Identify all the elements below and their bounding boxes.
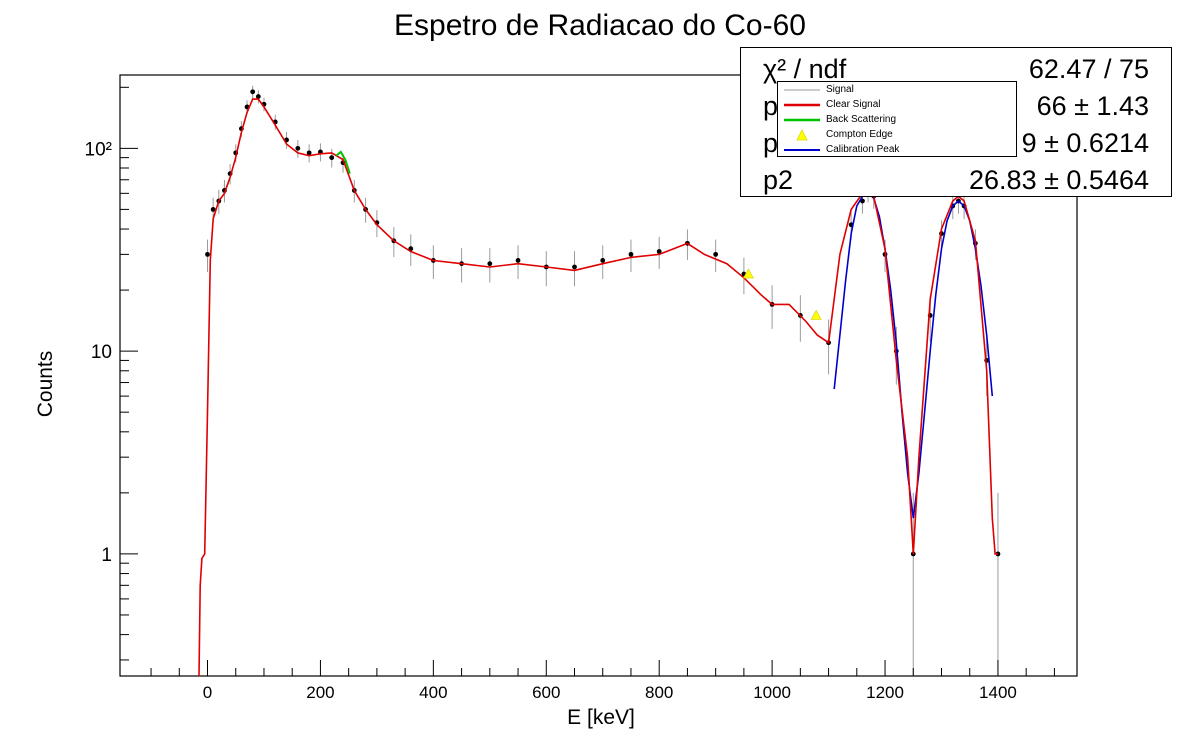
stat-value: 9 ± 0.6214: [1021, 128, 1149, 158]
stat-row-chi2: χ² / ndf 62.47 / 75: [763, 50, 1149, 88]
x-tick-label: 0: [203, 683, 212, 702]
signal-point: [487, 261, 493, 267]
signal-point: [250, 89, 256, 95]
stat-row-p0: p 66 ± 1.43: [763, 87, 1149, 125]
y-tick-label: 10²: [85, 139, 112, 160]
stat-key: χ² / ndf: [763, 54, 847, 84]
series-layer: [198, 85, 1001, 677]
stat-value: 66 ± 1.43: [1036, 91, 1149, 121]
y-axis-label: Counts: [34, 351, 57, 418]
signal-point: [515, 258, 521, 263]
legend-label: Compton Edge: [826, 129, 893, 140]
x-tick-label: 800: [645, 683, 673, 702]
signal-point: [306, 150, 312, 156]
plot-frame: [119, 74, 1078, 677]
signal-point: [255, 94, 261, 99]
y-tick-label: 10: [91, 342, 112, 363]
stat-key: p: [763, 91, 779, 121]
x-tick-label: 400: [419, 683, 447, 702]
signal-point: [656, 249, 662, 254]
legend-line-green-icon: [784, 118, 820, 122]
stat-key: p2: [763, 165, 794, 195]
clear-signal-line: [198, 98, 998, 677]
legend-line-gray-icon: [784, 89, 820, 91]
x-tick-label: 1400: [979, 683, 1017, 702]
stat-key: p: [763, 128, 779, 158]
x-axis-label: E [keV]: [567, 706, 635, 729]
signal-point: [295, 145, 301, 151]
y-tick-label: 1: [101, 545, 112, 566]
signal-point: [205, 251, 210, 257]
legend-line-red-icon: [784, 103, 820, 107]
stat-row-p1: p 9 ± 0.6214: [763, 124, 1149, 162]
calibration-peak-line: [833, 192, 994, 519]
legend: Signal Clear Signal Back Scattering Comp…: [777, 81, 1017, 157]
signal-point: [329, 155, 335, 161]
back-scattering-line: [335, 150, 351, 175]
x-tick-label: 600: [532, 683, 560, 702]
signal-point: [572, 264, 577, 270]
stat-row-p2: p2 26.83 ± 0.5464: [763, 161, 1149, 199]
axis-layer: 0 200 400 600 800 1000 1200 1400 1 10 10²: [85, 86, 1055, 702]
legend-label: Clear Signal: [826, 99, 881, 110]
x-tick-label: 1000: [753, 683, 791, 702]
fit-statistics-box: χ² / ndf 62.47 / 75 p 66 ± 1.43 p 9 ± 0.…: [740, 47, 1172, 197]
legend-label: Signal: [826, 84, 854, 95]
stat-value: 26.83 ± 0.5464: [969, 165, 1149, 195]
compton-edge-marker: [810, 309, 822, 320]
legend-label: Back Scattering: [826, 114, 897, 125]
signal-point: [713, 251, 719, 257]
x-tick-label: 1200: [866, 683, 904, 702]
chart-title: Espetro de Radiacao do Co-60: [394, 9, 806, 42]
signal-point: [600, 258, 606, 263]
signal-point: [628, 251, 634, 257]
x-tick-label: 200: [306, 683, 334, 702]
compton-edge-marker: [742, 268, 754, 279]
legend-triangle-yellow-icon: [796, 129, 808, 141]
legend-line-blue-icon: [784, 149, 820, 151]
legend-label: Calibration Peak: [826, 144, 900, 155]
stat-value: 62.47 / 75: [1028, 54, 1149, 84]
signal-point: [210, 206, 216, 212]
